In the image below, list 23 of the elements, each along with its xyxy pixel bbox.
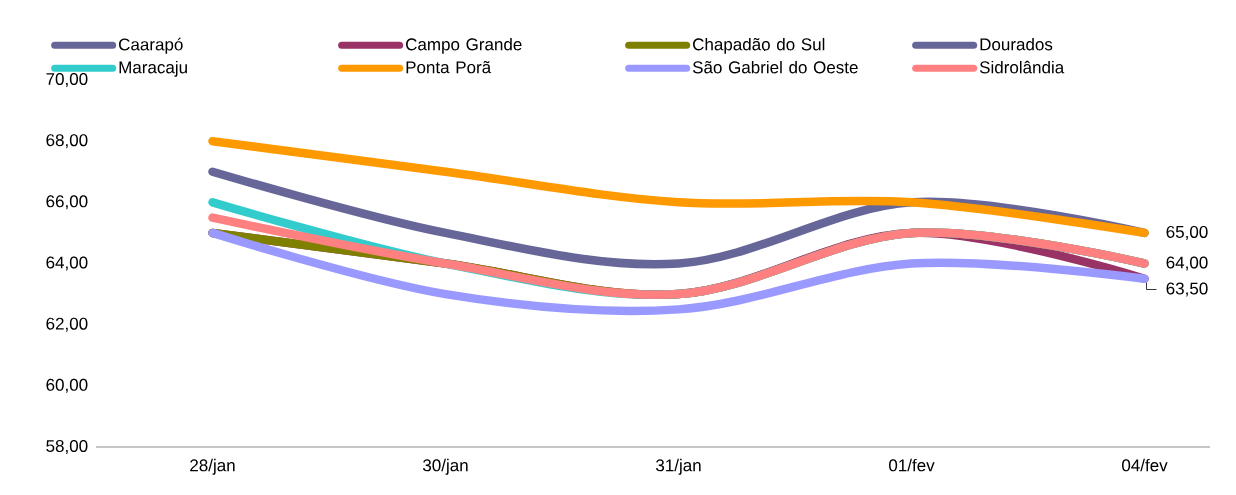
data-label: 63,50 [1166,282,1208,297]
x-tick-label: 30/jan [422,458,468,475]
y-tick-label: 70,00 [46,72,88,88]
legend-label: Campo Grande [406,37,522,54]
data-label: 65,00 [1166,225,1208,240]
legend-label: Caarapó [119,37,183,54]
legend-label: São Gabriel do Oeste [692,60,858,74]
x-tick-label: 04/fev [1122,458,1168,472]
legend-label: Maracaju [119,60,187,77]
x-tick-label: 31/jan [656,458,701,475]
y-tick-label: 60,00 [46,378,88,393]
legend-label: Chapadão do Sul [693,37,825,54]
y-tick-label: 62,00 [46,317,88,332]
legend-label: Dourados [980,37,1053,51]
y-tick-label: 66,00 [46,195,88,210]
data-label: 64,00 [1166,256,1208,271]
legend-label: Sidrolândia [979,60,1065,74]
legend-label: Ponta Porã [406,60,492,74]
y-tick-label: 58,00 [46,439,88,455]
y-tick-label: 68,00 [46,134,88,149]
x-tick-label: 01/fev [889,458,935,472]
y-tick-label: 64,00 [46,256,88,271]
x-tick-label: 28/jan [190,458,235,475]
